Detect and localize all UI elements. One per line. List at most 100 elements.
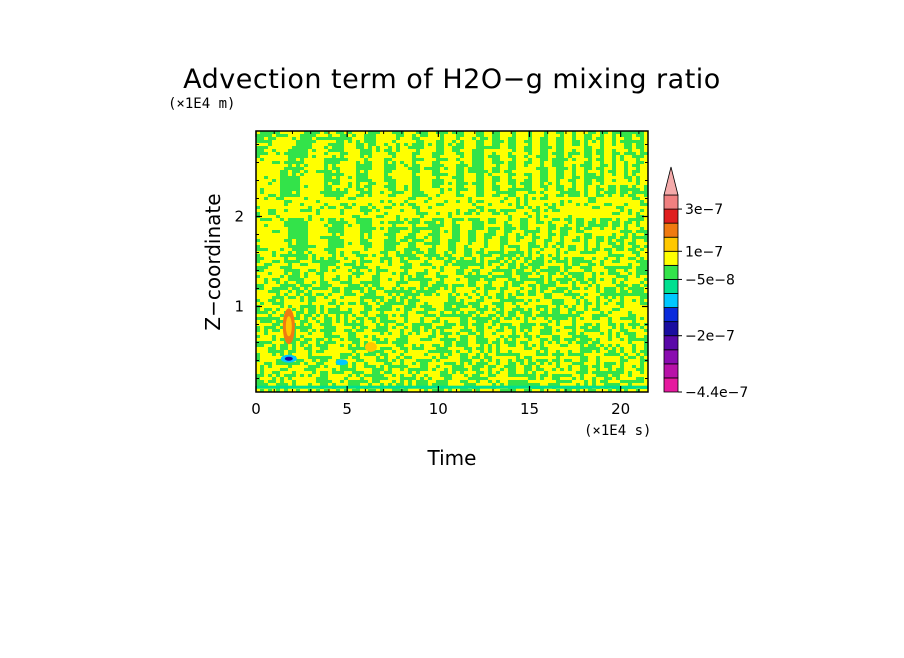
field-cell-negative [448, 344, 452, 347]
field-cell-negative [524, 266, 528, 269]
field-cell-negative [632, 185, 636, 188]
field-cell-negative [544, 209, 548, 212]
field-cell-negative [324, 314, 328, 317]
field-cell-negative [456, 278, 460, 281]
field-cell-negative [432, 242, 436, 245]
field-cell-negative [640, 257, 644, 260]
field-cell-negative [448, 239, 452, 242]
field-cell-negative [440, 332, 444, 335]
field-cell-negative [524, 332, 528, 335]
field-cell-negative [624, 173, 628, 176]
field-cell-negative [528, 191, 532, 194]
field-cell-negative [288, 155, 292, 158]
field-cell-negative [476, 155, 480, 158]
field-cell-negative [320, 278, 324, 281]
field-cell-negative [400, 335, 404, 338]
field-cell-negative [640, 272, 644, 275]
field-cell-negative [304, 197, 308, 200]
field-cell-negative [488, 287, 492, 290]
field-cell-negative [492, 218, 496, 221]
field-cell-negative [340, 338, 344, 341]
field-cell-negative [352, 338, 356, 341]
field-cell-negative [368, 281, 372, 284]
field-cell-negative [368, 269, 372, 272]
field-cell-negative [312, 317, 316, 320]
field-cell-negative [548, 221, 552, 224]
field-cell-negative [428, 263, 432, 266]
field-cell-negative [640, 140, 644, 143]
field-cell-negative [480, 257, 484, 260]
field-cell-negative [480, 308, 484, 311]
field-cell-negative [316, 200, 320, 203]
field-cell-negative [524, 221, 528, 224]
field-cell-negative [292, 275, 296, 278]
field-cell-negative [340, 194, 344, 197]
field-cell-negative [520, 329, 524, 332]
x-tick-label: 20 [611, 400, 630, 418]
field-cell-negative [424, 134, 428, 137]
field-cell-negative [428, 305, 432, 308]
field-cell-negative [584, 179, 588, 182]
x-axis-label: Time [427, 446, 477, 470]
field-cell-negative [280, 275, 284, 278]
field-cell-negative [628, 311, 632, 314]
field-cell-negative [264, 152, 268, 155]
field-cell-negative [464, 317, 468, 320]
field-cell-negative [308, 332, 312, 335]
field-cell-negative [404, 293, 408, 296]
field-cell-negative [504, 260, 508, 263]
field-cell-negative [608, 383, 612, 386]
field-cell-negative [300, 239, 304, 242]
field-cell-negative [584, 227, 588, 230]
field-cell-negative [316, 362, 320, 365]
field-cell-negative [452, 176, 456, 179]
field-cell-negative [448, 257, 452, 260]
field-cell-negative [272, 335, 276, 338]
field-cell-negative [584, 173, 588, 176]
field-cell-negative [380, 326, 384, 329]
field-cell-negative [368, 143, 372, 146]
field-cell-negative [604, 191, 608, 194]
field-cell-negative [488, 272, 492, 275]
field-cell-negative [292, 236, 296, 239]
field-cell-negative [316, 287, 320, 290]
field-cell-negative [412, 176, 416, 179]
field-cell-negative [344, 329, 348, 332]
field-cell-negative [392, 233, 396, 236]
field-cell-negative [620, 368, 624, 371]
field-cell-negative [476, 269, 480, 272]
field-cell-negative [620, 317, 624, 320]
field-cell-negative [536, 305, 540, 308]
colorbar-segment [663, 307, 679, 323]
field-cell-negative [584, 242, 588, 245]
field-cell-negative [264, 218, 268, 221]
field-cell-negative [504, 227, 508, 230]
field-cell-negative [268, 380, 272, 383]
field-cell-negative [436, 212, 440, 215]
field-cell-negative [536, 383, 540, 386]
field-cell-negative [548, 314, 552, 317]
field-cell-negative [276, 215, 280, 218]
field-cell-negative [496, 305, 500, 308]
field-cell-negative [412, 239, 416, 242]
field-cell-negative [404, 236, 408, 239]
field-cell-negative [456, 233, 460, 236]
field-cell-negative [620, 365, 624, 368]
field-cell-negative [524, 380, 528, 383]
field-cell-negative [472, 260, 476, 263]
field-cell-negative [452, 338, 456, 341]
field-cell-negative [620, 281, 624, 284]
field-cell-negative [268, 194, 272, 197]
field-cell-negative [260, 257, 264, 260]
field-cell-negative [368, 224, 372, 227]
field-cell-negative [440, 224, 444, 227]
field-cell-negative [400, 239, 404, 242]
field-cell-negative [432, 221, 436, 224]
field-cell-negative [448, 323, 452, 326]
field-cell-negative [556, 341, 560, 344]
field-cell-negative [292, 233, 296, 236]
field-cell-negative [356, 140, 360, 143]
field-cell-negative [428, 251, 432, 254]
field-cell-negative [304, 152, 308, 155]
field-cell-negative [340, 296, 344, 299]
